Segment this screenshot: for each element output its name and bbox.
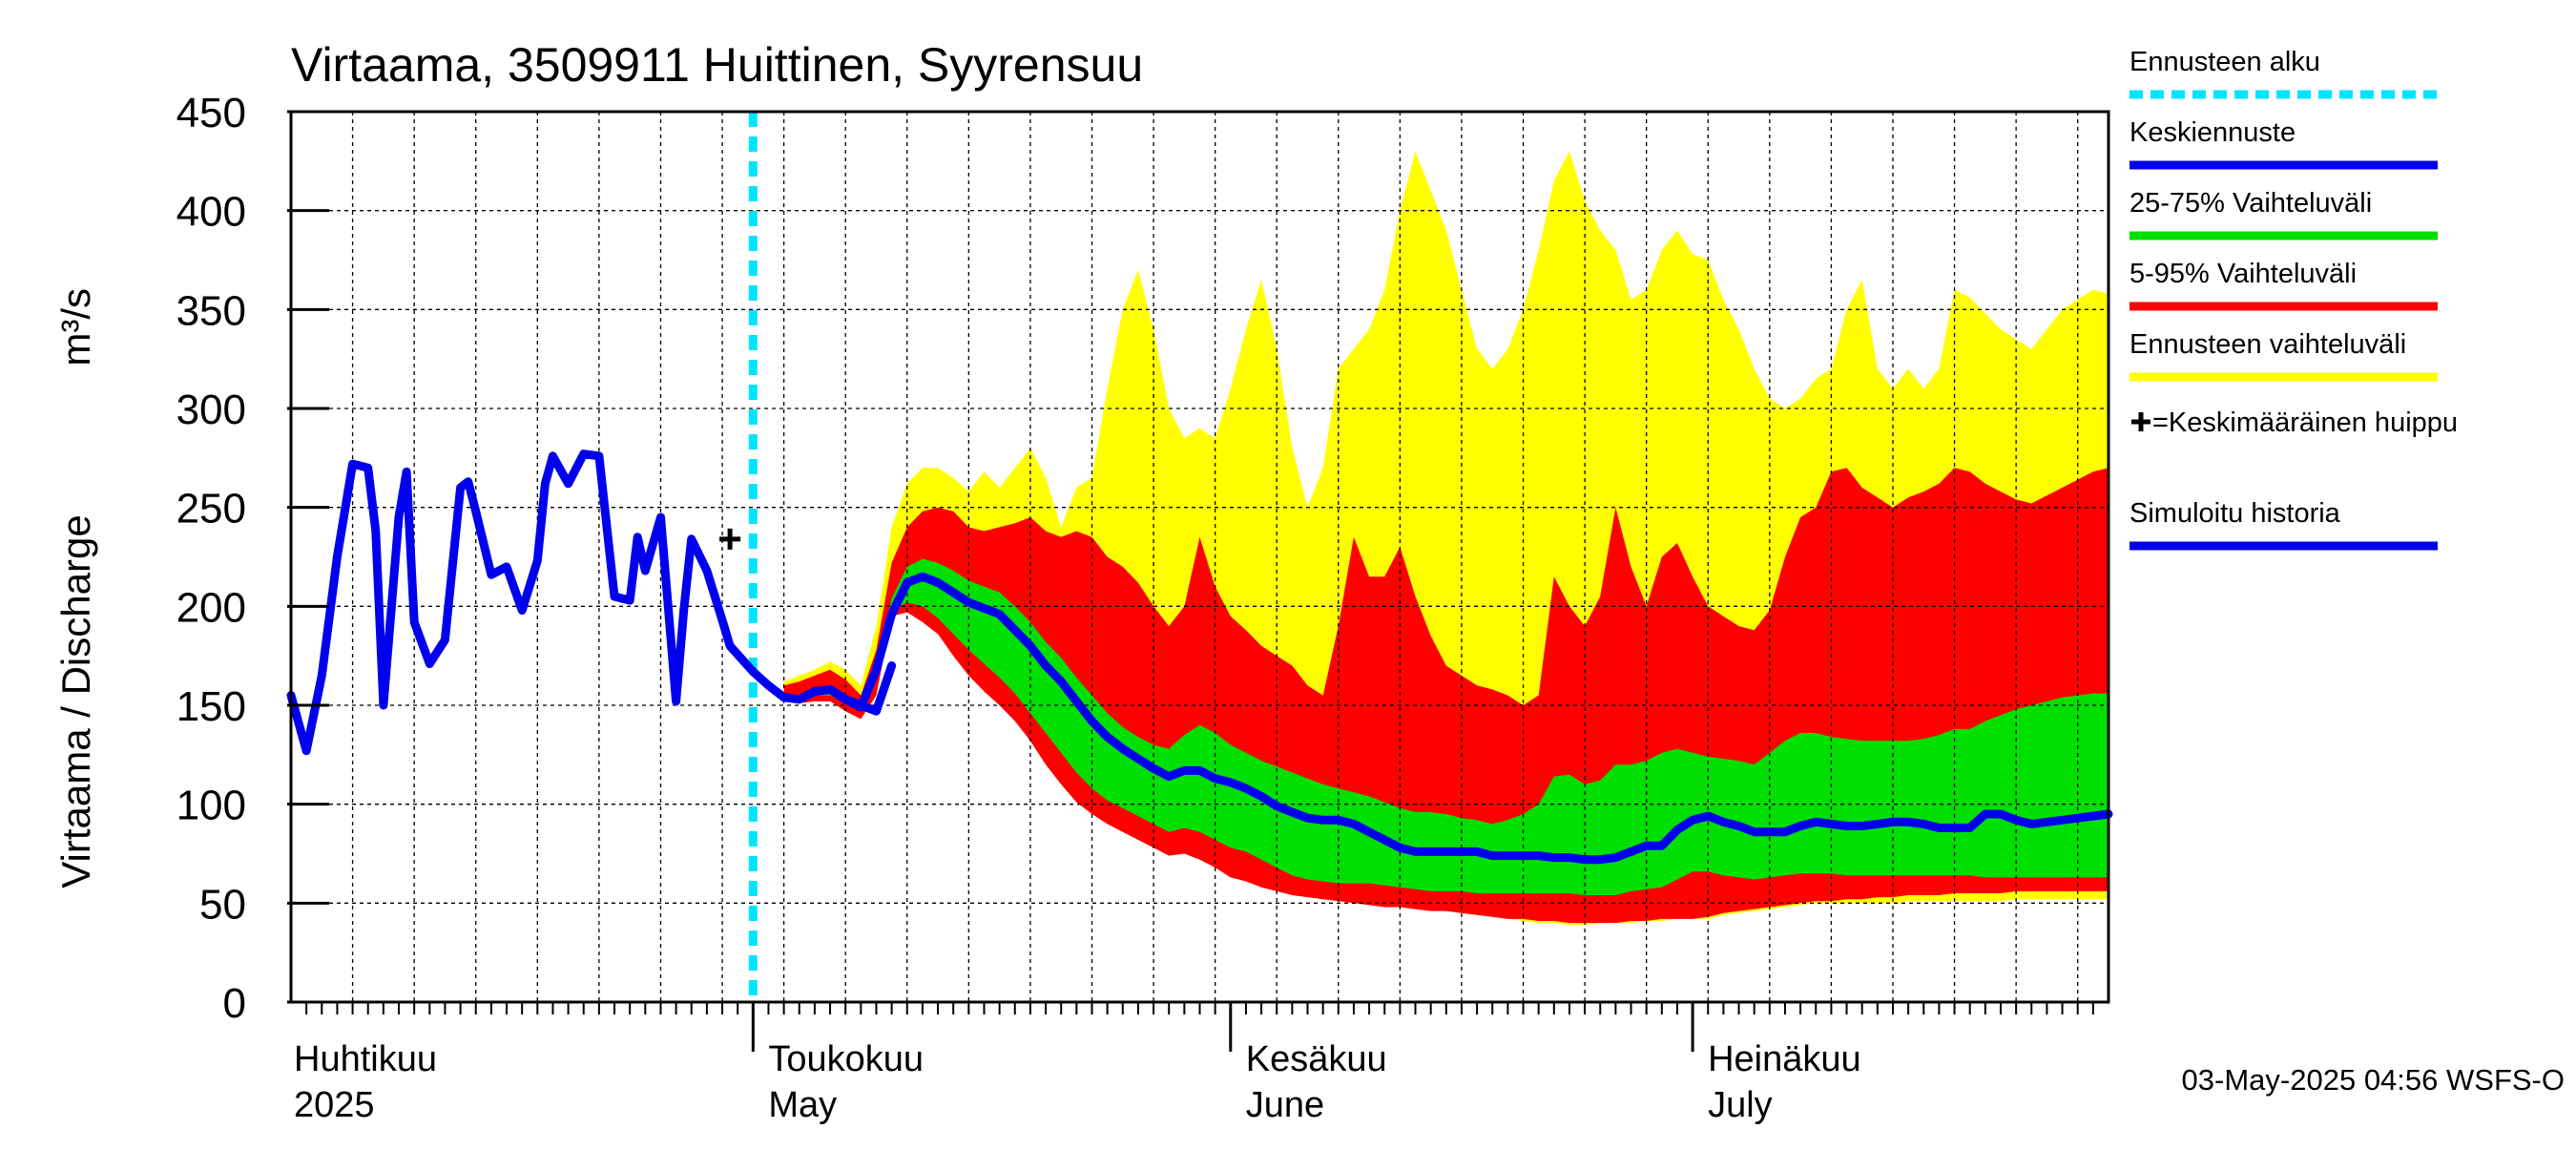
mean-peak-marker — [719, 528, 741, 550]
legend: Ennusteen alku Keskiennuste 25-75% Vaihtel… — [2129, 47, 2458, 551]
y-axis-unit: m³/s — [53, 288, 98, 366]
y-tick-label-8: 400 — [177, 189, 246, 236]
legend-label-3: 5-95% Vaihteluväli — [2129, 259, 2357, 289]
month-label-en-1: May — [768, 1085, 837, 1125]
series-0 — [286, 450, 897, 756]
month-label-fi-3: Heinäkuu — [1708, 1039, 1861, 1079]
band-2 — [783, 558, 2109, 895]
y-axis-label: Virtaama / Discharge — [53, 514, 98, 888]
y-tick-label-9: 450 — [177, 90, 246, 136]
month-label-en-0: 2025 — [294, 1085, 375, 1125]
y-tick-label-5: 250 — [177, 486, 246, 533]
legend-label-5: =Keskimääräinen huippu — [2152, 408, 2458, 438]
y-tick-label-6: 300 — [177, 387, 246, 433]
legend-label-1: Keskiennuste — [2129, 117, 2296, 148]
y-tick-label-0: 0 — [223, 980, 246, 1027]
y-tick-label-3: 150 — [177, 683, 246, 730]
y-tick-label-2: 100 — [177, 783, 246, 829]
chart-title: Virtaama, 3509911 Huittinen, Syyrensuu — [291, 38, 1143, 92]
series-1 — [779, 572, 2113, 865]
month-label-en-2: June — [1246, 1085, 1324, 1125]
legend-label-2: 25-75% Vaihteluväli — [2129, 188, 2372, 219]
legend-label-0: Ennusteen alku — [2129, 47, 2320, 77]
footer-timestamp: 03-May-2025 04:56 WSFS-O — [2182, 1063, 2565, 1097]
legend-label-4: Ennusteen vaihteluväli — [2129, 329, 2406, 360]
month-label-en-3: July — [1708, 1085, 1773, 1125]
month-label-fi-0: Huhtikuu — [294, 1039, 437, 1079]
legend-label-6: Simuloitu historia — [2129, 498, 2341, 529]
y-tick-label-7: 350 — [177, 287, 246, 334]
month-label-fi-1: Toukokuu — [768, 1039, 924, 1079]
y-tick-label-4: 200 — [177, 584, 246, 631]
y-tick-label-1: 50 — [199, 881, 246, 928]
month-label-fi-2: Kesäkuu — [1246, 1039, 1387, 1079]
